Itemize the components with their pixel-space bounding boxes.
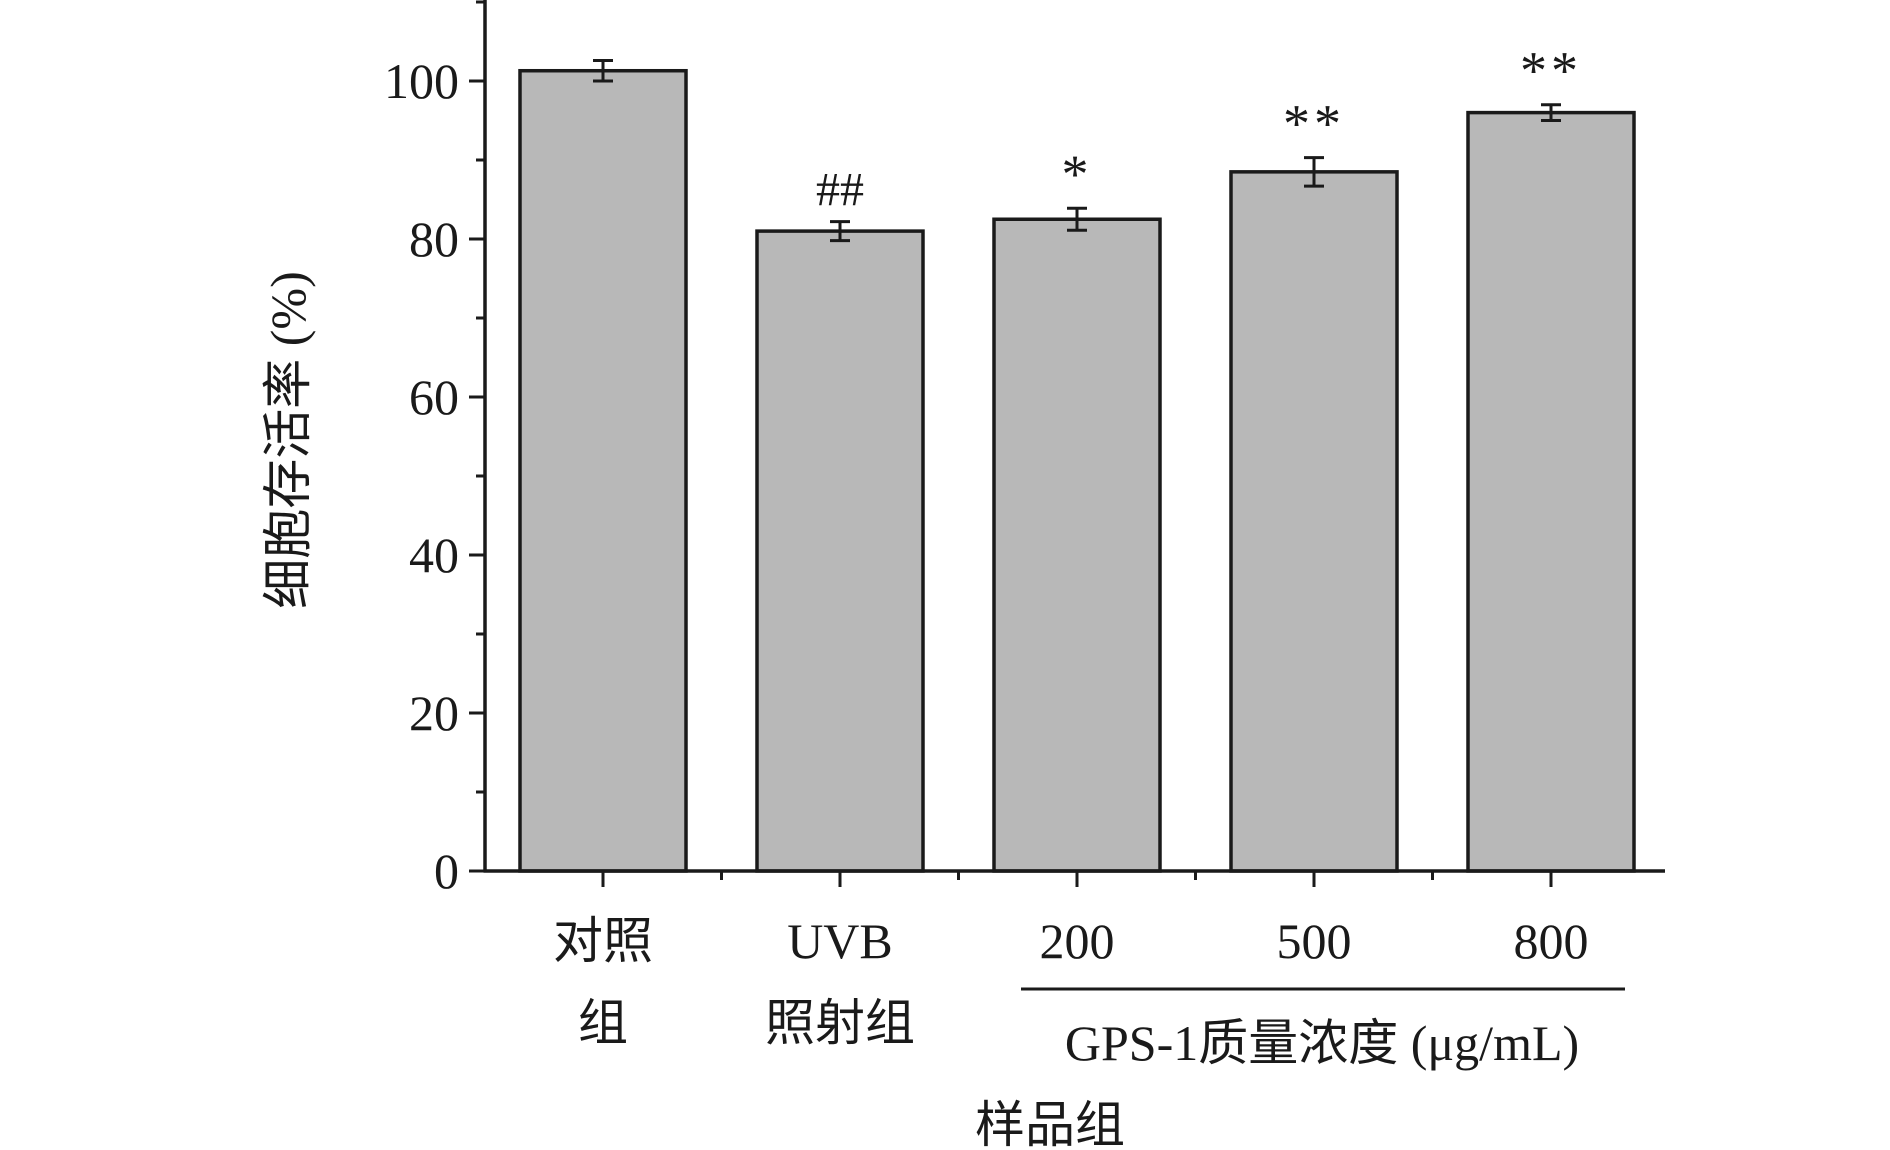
error-bar (1541, 103, 1561, 122)
x-category-label: 800 (1514, 913, 1589, 969)
y-axis-title: 细胞存活率 (%) (260, 271, 316, 608)
error-bar (830, 220, 850, 243)
x-category-label: 组 (578, 995, 628, 1051)
y-tick-label: 40 (409, 527, 459, 583)
significance-annotation: ** (1520, 41, 1582, 101)
bar (1466, 110, 1636, 873)
group-label: 样品组 (975, 1097, 1125, 1150)
error-bar (1067, 206, 1087, 232)
labels-layer: 0 20 40 60 80 100 对照组 UVB 照射组 200 500 800 GPS-1质量浓度 … (260, 53, 1589, 1150)
x-axis-title: GPS-1质量浓度 (μg/mL) (1065, 1015, 1579, 1071)
x-category-label: 照射组 (765, 995, 915, 1051)
x-category-label: 500 (1277, 913, 1352, 969)
annotations-layer: ## ***** (816, 41, 1582, 217)
bar (1229, 170, 1399, 873)
error-bar (593, 58, 613, 83)
x-category-label: 对照 (553, 913, 653, 969)
error-bar (1304, 156, 1324, 188)
x-category-label: 200 (1040, 913, 1115, 969)
y-tick-label: 80 (409, 211, 459, 267)
y-tick-label: 0 (434, 843, 459, 899)
y-tick-label: 60 (409, 369, 459, 425)
bar (518, 68, 688, 873)
axes-layer (469, 0, 1665, 991)
significance-annotation: ## (816, 164, 864, 217)
bar (755, 229, 925, 873)
x-category-label: UVB (787, 913, 893, 969)
significance-annotation: ** (1283, 94, 1345, 154)
y-tick-label: 100 (384, 53, 459, 109)
significance-annotation: * (1062, 144, 1093, 204)
error-bars-layer (593, 58, 1561, 243)
bar (992, 217, 1162, 873)
y-tick-label: 20 (409, 685, 459, 741)
